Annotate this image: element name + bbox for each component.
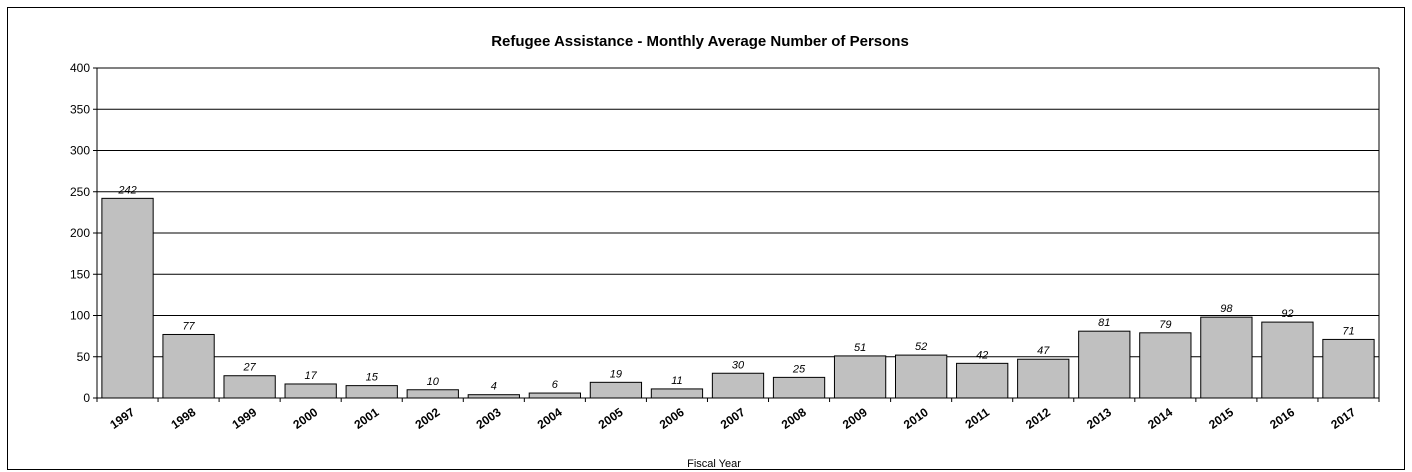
bar-2009 [833,355,887,399]
data-label-2010: 52 [915,341,927,353]
bar-1997 [101,197,154,399]
bar-2017 [1322,338,1375,399]
x-axis: 1997 1998 1999 2000 2001 2002 2003 2004 2005 2006… [96,397,1380,432]
data-label-2012: 47 [1037,345,1050,357]
data-label-2007: 30 [732,359,745,371]
y-tick-label: 50 [77,350,91,364]
bar-2014 [1139,332,1192,399]
y-tick-label: 0 [83,391,90,405]
data-label-2015: 98 [1220,303,1233,315]
y-tick-label: 350 [70,102,90,116]
x-tick-label-2014: 2014 [1145,405,1175,432]
x-tick-label-1997: 1997 [107,405,137,432]
x-tick-label-2002: 2002 [413,405,443,432]
bar-2001 [345,385,398,399]
x-tick-label-2011: 2011 [963,405,993,432]
x-tick-label-2016: 2016 [1267,405,1297,432]
data-label-2001: 15 [366,372,379,384]
x-tick-label-2007: 2007 [718,405,748,432]
bar-2000 [284,383,337,399]
bar-2011 [956,362,1009,399]
data-label-2000: 17 [305,370,318,382]
x-tick-label-2013: 2013 [1084,405,1114,432]
data-label-2017: 71 [1342,325,1354,337]
data-label-2011: 42 [976,349,988,361]
data-label-1999: 27 [242,362,256,374]
y-axis: 0 50 100 150 200 250 300 350 400 [70,61,1380,405]
bar-2005 [589,381,643,399]
data-label-2003: 4 [491,381,497,393]
bar-2010 [895,354,948,399]
x-tick-label-2000: 2000 [290,405,320,432]
x-tick-label-2004: 2004 [535,405,565,432]
bar-2006 [650,388,704,399]
data-label-2006: 11 [671,375,682,387]
data-label-1997: 242 [117,184,136,196]
x-tick-label-2012: 2012 [1023,405,1053,432]
bar-2013 [1078,330,1131,399]
bar-2007 [711,372,765,399]
x-tick-label-2009: 2009 [840,405,870,432]
data-label-2005: 19 [610,368,622,380]
bar-2002 [406,389,459,399]
gridlines [97,67,1379,358]
bar-1999 [223,375,276,399]
data-label-2008: 25 [792,363,806,375]
data-label-2013: 81 [1098,317,1110,329]
y-tick-label: 400 [70,61,90,75]
x-axis-label: Fiscal Year [687,458,741,470]
data-label-2004: 6 [552,379,559,391]
x-tick-label-2003: 2003 [474,405,504,432]
x-tick-label-1999: 1999 [229,405,259,432]
bar-1998 [162,333,215,399]
x-tick-label-2017: 2017 [1328,405,1358,432]
chart-title: Refugee Assistance - Monthly Average Num… [491,33,909,50]
x-tick-label-2010: 2010 [901,405,931,432]
data-label-2014: 79 [1159,319,1171,331]
bar-2004 [528,392,581,399]
x-tick-label-2005: 2005 [596,405,626,432]
data-label-2016: 92 [1281,308,1293,320]
x-tick-label-2001: 2001 [352,405,382,432]
x-tick-label-2015: 2015 [1206,405,1236,432]
x-tick-label-1998: 1998 [168,405,198,432]
x-tick-label-2008: 2008 [779,405,809,432]
data-label-1998: 77 [182,320,195,332]
bar-2008 [772,376,826,399]
y-tick-label: 300 [70,144,90,158]
y-tick-label: 250 [70,185,90,199]
bar-2012 [1017,358,1070,399]
y-tick-label: 100 [70,309,90,323]
data-label-2009: 51 [854,342,866,354]
data-label-2002: 10 [427,376,440,388]
y-tick-label: 200 [70,226,90,240]
bar-2015 [1200,316,1253,399]
x-tick-label-2006: 2006 [657,405,687,432]
y-tick-label: 150 [70,267,90,281]
bar-2016 [1261,321,1314,399]
bars: 242 77 27 17 15 10 4 6 19 11 30 25 51 52 42 47 81 79 98 92 7… [101,184,1375,399]
